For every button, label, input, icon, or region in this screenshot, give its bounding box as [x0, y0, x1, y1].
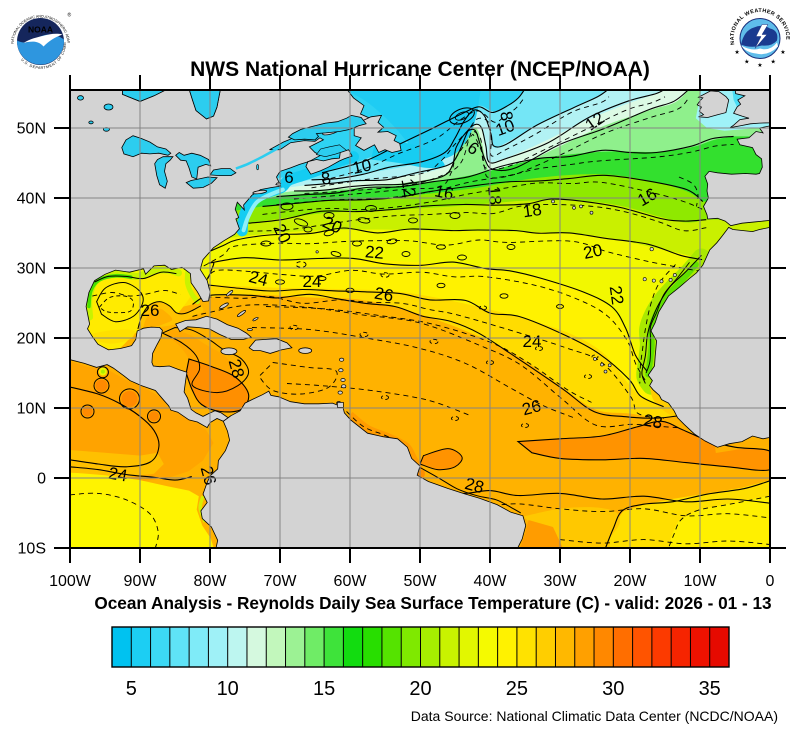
svg-text:20W: 20W [614, 573, 648, 590]
svg-text:★: ★ [734, 49, 739, 56]
svg-text:15: 15 [313, 678, 335, 700]
svg-text:10S: 10S [18, 541, 46, 558]
svg-text:6: 6 [284, 168, 293, 187]
svg-text:Data Source: National Climatic: Data Source: National Climatic Data Cent… [411, 708, 778, 724]
svg-text:Ocean Analysis - Reynolds Dail: Ocean Analysis - Reynolds Daily Sea Surf… [94, 593, 771, 613]
svg-text:35: 35 [699, 678, 721, 700]
svg-text:20N: 20N [17, 331, 46, 348]
svg-text:12: 12 [397, 177, 419, 199]
svg-text:10: 10 [351, 155, 373, 178]
svg-text:26: 26 [197, 464, 220, 487]
svg-text:NOAA: NOAA [28, 25, 53, 35]
svg-text:10N: 10N [17, 401, 46, 418]
svg-text:20: 20 [409, 678, 431, 700]
svg-text:NWS National Hurricane Center: NWS National Hurricane Center (NCEP/NOAA… [190, 58, 650, 81]
svg-text:70W: 70W [264, 573, 298, 590]
svg-text:50N: 50N [17, 121, 46, 138]
svg-text:28: 28 [225, 357, 248, 380]
svg-text:28: 28 [463, 474, 486, 497]
svg-text:8: 8 [496, 110, 516, 123]
svg-text:0: 0 [37, 471, 46, 488]
svg-text:26: 26 [141, 301, 160, 320]
svg-text:5: 5 [126, 678, 137, 700]
svg-text:®: ® [68, 12, 72, 19]
svg-text:24: 24 [303, 272, 322, 291]
svg-text:60W: 60W [334, 573, 368, 590]
svg-text:50W: 50W [404, 573, 438, 590]
svg-text:30W: 30W [544, 573, 578, 590]
svg-text:18: 18 [522, 200, 543, 221]
svg-text:★: ★ [771, 58, 776, 65]
svg-text:22: 22 [606, 285, 627, 306]
svg-text:25: 25 [506, 678, 528, 700]
svg-text:24: 24 [247, 267, 270, 290]
svg-text:★: ★ [744, 58, 749, 65]
svg-text:20: 20 [582, 240, 604, 263]
svg-text:24: 24 [523, 332, 542, 351]
svg-text:26: 26 [373, 284, 395, 306]
svg-text:0: 0 [766, 573, 775, 590]
svg-text:★: ★ [780, 49, 785, 56]
svg-text:16: 16 [433, 181, 455, 204]
svg-text:80W: 80W [194, 573, 228, 590]
svg-text:90W: 90W [124, 573, 158, 590]
svg-text:40N: 40N [17, 191, 46, 208]
svg-text:28: 28 [642, 411, 664, 433]
svg-text:100W: 100W [49, 573, 92, 590]
svg-text:22: 22 [364, 242, 385, 263]
svg-text:★: ★ [757, 62, 762, 69]
svg-text:18: 18 [484, 185, 505, 206]
svg-text:40W: 40W [474, 573, 508, 590]
svg-text:30N: 30N [17, 261, 46, 278]
svg-text:24: 24 [107, 464, 129, 486]
svg-text:8: 8 [320, 168, 333, 188]
svg-text:10: 10 [217, 678, 239, 700]
svg-text:30: 30 [602, 678, 624, 700]
svg-text:10W: 10W [684, 573, 718, 590]
